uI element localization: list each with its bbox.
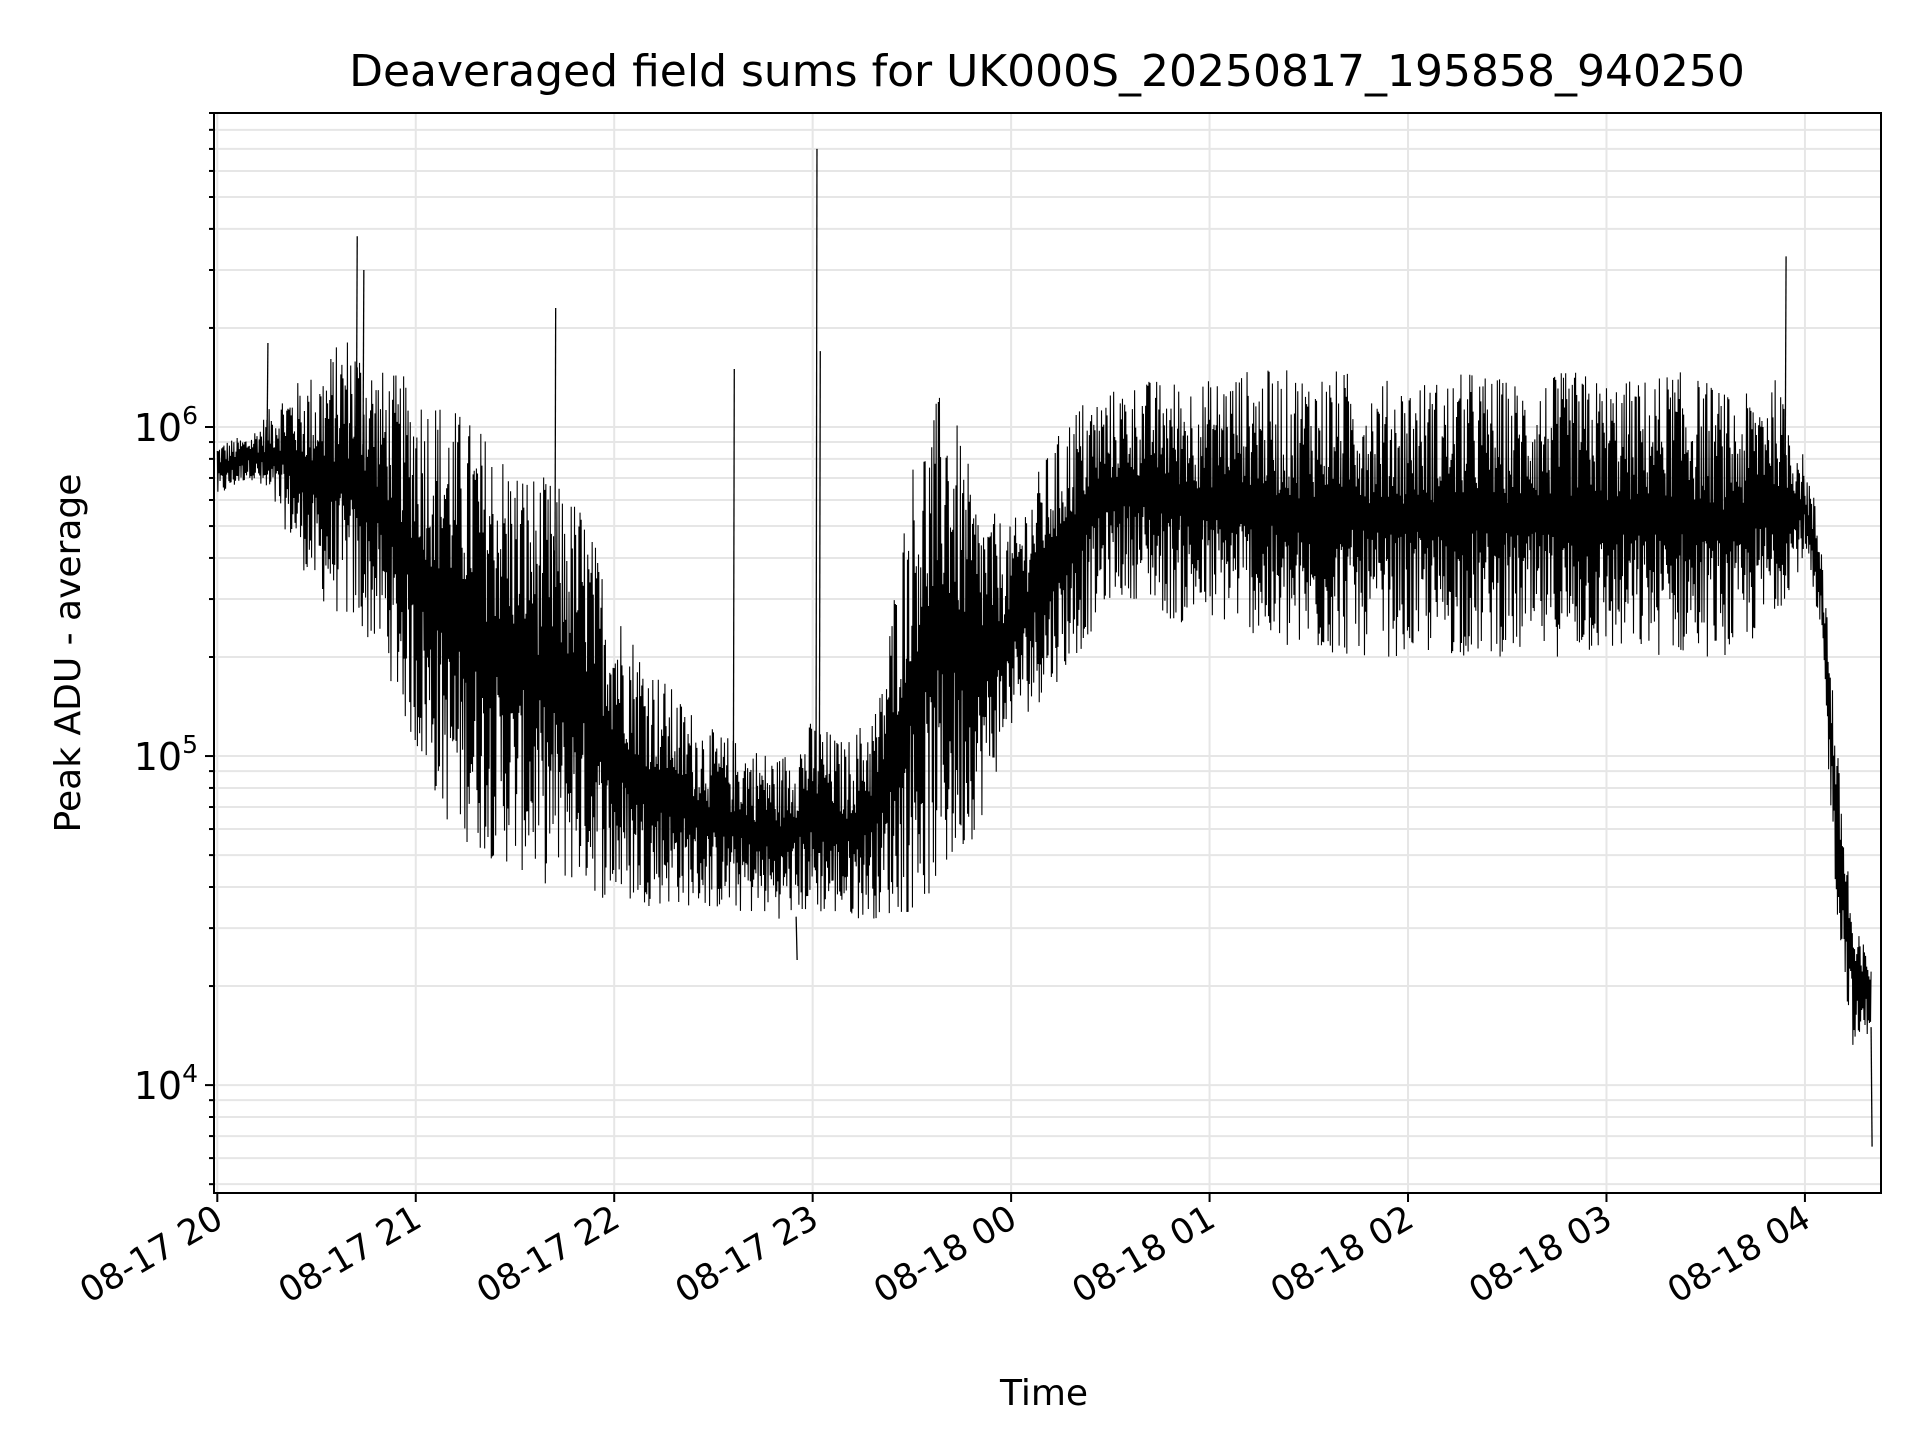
spike-line [1870,1027,1873,1147]
data-layer [216,148,1873,1147]
plot-frame [213,112,1882,1194]
spike-line [362,269,365,492]
series-line [216,342,1872,1045]
y-axis-label: Peak ADU - average [48,474,89,833]
spike-line [818,351,821,820]
spike-line [266,342,269,457]
spike-line [355,236,358,484]
spike-line [554,307,557,685]
spike-line [732,369,735,826]
spike-line [1784,256,1787,502]
chart-title: Deaveraged field sums for UK000S_2025081… [349,46,1745,97]
spike-line [795,916,798,961]
x-axis-label: Time [999,1373,1088,1414]
spike-line [815,148,818,818]
y-tick-label: 105 [134,730,198,779]
y-tick-label: 106 [134,401,198,450]
y-tick-label: 104 [134,1059,198,1108]
